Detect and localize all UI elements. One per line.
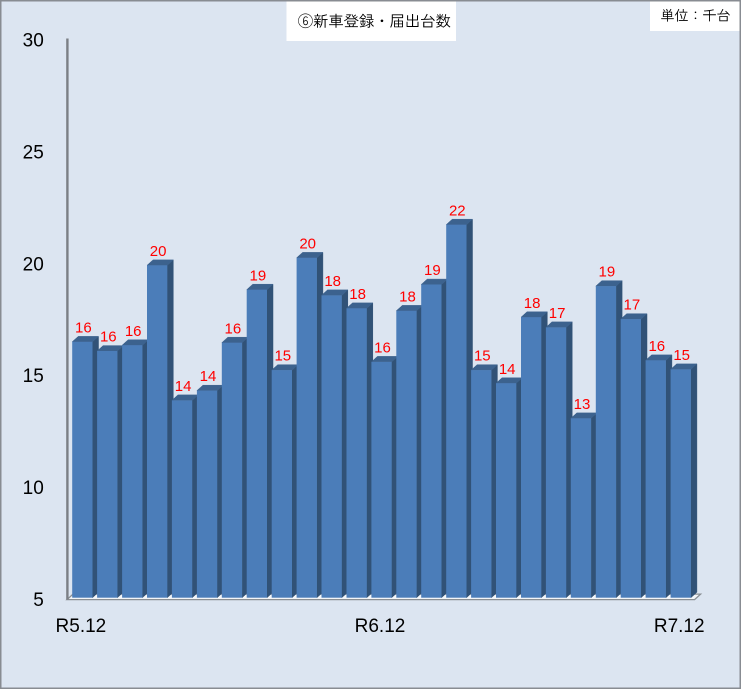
svg-text:18: 18	[324, 273, 341, 290]
svg-text:16: 16	[225, 320, 242, 337]
svg-text:20: 20	[23, 254, 44, 275]
svg-text:18: 18	[524, 295, 541, 312]
svg-text:16: 16	[374, 340, 391, 357]
svg-text:25: 25	[23, 142, 44, 163]
svg-text:14: 14	[200, 368, 217, 385]
svg-text:22: 22	[449, 202, 466, 219]
svg-text:20: 20	[150, 243, 167, 260]
svg-text:5: 5	[33, 590, 44, 611]
svg-text:14: 14	[499, 361, 516, 378]
svg-text:10: 10	[23, 478, 44, 499]
svg-text:R6.12: R6.12	[355, 616, 406, 637]
svg-text:R7.12: R7.12	[654, 616, 705, 637]
svg-text:14: 14	[175, 378, 192, 395]
svg-text:30: 30	[23, 31, 44, 52]
svg-text:13: 13	[574, 396, 591, 413]
svg-text:17: 17	[624, 297, 641, 314]
svg-text:19: 19	[599, 264, 616, 281]
svg-text:15: 15	[474, 348, 491, 365]
svg-text:18: 18	[399, 288, 416, 305]
svg-text:R5.12: R5.12	[56, 616, 107, 637]
svg-text:15: 15	[673, 347, 690, 364]
svg-text:20: 20	[299, 235, 316, 252]
svg-text:16: 16	[75, 319, 92, 336]
svg-text:16: 16	[648, 338, 665, 355]
svg-text:15: 15	[23, 366, 44, 387]
svg-text:19: 19	[424, 262, 441, 279]
svg-text:15: 15	[274, 348, 291, 365]
svg-text:19: 19	[250, 267, 267, 284]
svg-text:16: 16	[125, 323, 142, 340]
svg-text:18: 18	[349, 286, 366, 303]
svg-text:16: 16	[100, 329, 117, 346]
svg-text:17: 17	[549, 305, 566, 322]
